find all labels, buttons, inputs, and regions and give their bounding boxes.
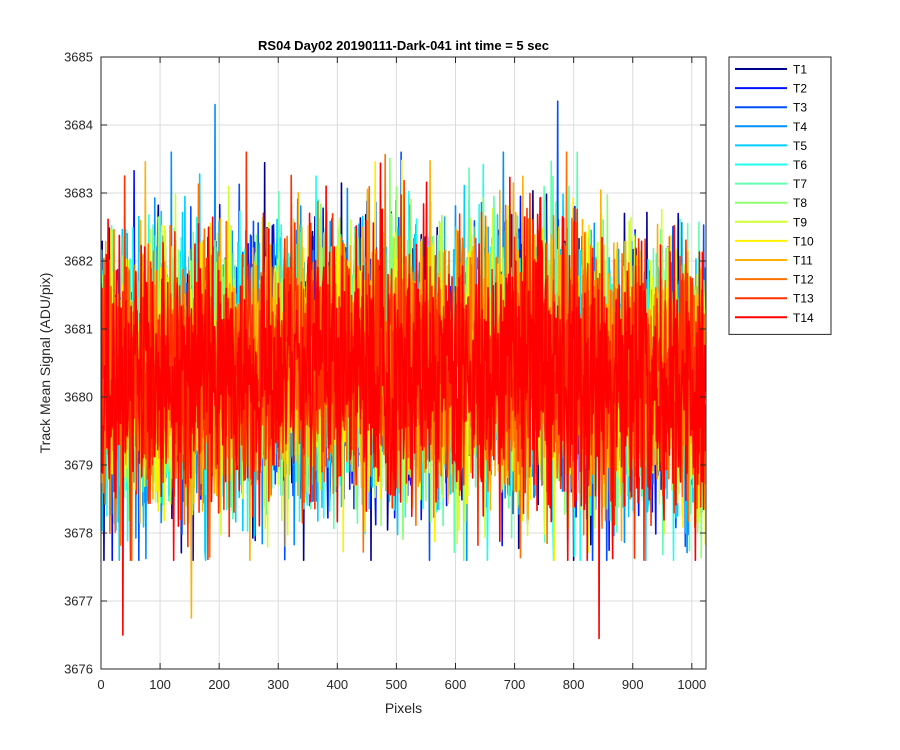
x-tick-label: 0 xyxy=(97,677,104,692)
x-tick-label: 500 xyxy=(386,677,408,692)
series-lines xyxy=(101,100,706,640)
legend-item-t2[interactable]: T2 xyxy=(735,82,807,96)
y-axis-ticks: 3676 3677 3678 3679 3680 3681 3682 3683 3684 3685 xyxy=(64,50,706,677)
x-tick-label: 300 xyxy=(267,677,289,692)
legend-box xyxy=(728,56,832,335)
legend-item-t10[interactable]: T10 xyxy=(735,234,814,248)
legend-item-t13[interactable]: T13 xyxy=(735,292,814,306)
y-tick-label: 3681 xyxy=(64,322,93,337)
legend-item-t6[interactable]: T6 xyxy=(735,158,807,172)
legend-label: T10 xyxy=(793,234,814,248)
legend-item-t8[interactable]: T8 xyxy=(735,196,807,210)
x-tick-label: 700 xyxy=(504,677,526,692)
x-tick-label: 1000 xyxy=(677,677,706,692)
legend-label: T9 xyxy=(793,215,807,229)
legend-label: T8 xyxy=(793,196,807,210)
series-line-t14 xyxy=(101,162,706,640)
legend-label: T3 xyxy=(793,101,807,115)
y-tick-label: 3683 xyxy=(64,186,93,201)
legend-item-t12[interactable]: T12 xyxy=(735,273,814,287)
y-tick-label: 3684 xyxy=(64,118,93,133)
x-axis-ticks: 0 100 200 300 400 500 600 700 800 900 1000 xyxy=(97,57,706,692)
legend-item-t5[interactable]: T5 xyxy=(735,139,807,153)
legend-label: T7 xyxy=(793,177,807,191)
y-tick-label: 3680 xyxy=(64,390,93,405)
legend-label: T13 xyxy=(793,292,814,306)
x-axis-title: Pixels xyxy=(385,700,422,716)
legend-item-t11[interactable]: T11 xyxy=(735,254,813,268)
plot-frame xyxy=(100,56,707,670)
legend-label: T11 xyxy=(793,254,813,268)
y-tick-label: 3678 xyxy=(64,526,93,541)
legend-label: T6 xyxy=(793,158,807,172)
legend-label: T1 xyxy=(793,63,807,77)
legend-item-t14[interactable]: T14 xyxy=(735,311,814,325)
legend-label: T2 xyxy=(793,82,807,96)
legend-label: T12 xyxy=(793,273,814,287)
y-tick-label: 3677 xyxy=(64,594,93,609)
legend-item-t1[interactable]: T1 xyxy=(735,63,807,77)
y-tick-label: 3676 xyxy=(64,662,93,677)
legend-label: T4 xyxy=(793,120,807,134)
chart-title: RS04 Day02 20190111-Dark-041 int time = … xyxy=(258,38,549,53)
y-tick-label: 3679 xyxy=(64,458,93,473)
x-tick-label: 900 xyxy=(622,677,644,692)
legend-item-t4[interactable]: T4 xyxy=(735,120,807,134)
x-tick-label: 600 xyxy=(445,677,467,692)
x-tick-label: 100 xyxy=(149,677,171,692)
legend-label: T14 xyxy=(793,311,814,325)
y-tick-label: 3682 xyxy=(64,254,93,269)
x-tick-label: 200 xyxy=(208,677,230,692)
x-tick-label: 400 xyxy=(326,677,348,692)
legend[interactable]: T1 T2 T3 T4 T5 T6 T7 T8 T9 T10 T11 T12 T13 T14 xyxy=(728,56,832,335)
legend-label: T5 xyxy=(793,139,807,153)
legend-item-t9[interactable]: T9 xyxy=(735,215,807,229)
legend-item-t3[interactable]: T3 xyxy=(735,101,807,115)
x-tick-label: 800 xyxy=(563,677,585,692)
y-tick-label: 3685 xyxy=(64,50,93,65)
legend-item-t7[interactable]: T7 xyxy=(735,177,807,191)
y-axis-title: Track Mean Signal (ADU/pix) xyxy=(37,273,53,454)
